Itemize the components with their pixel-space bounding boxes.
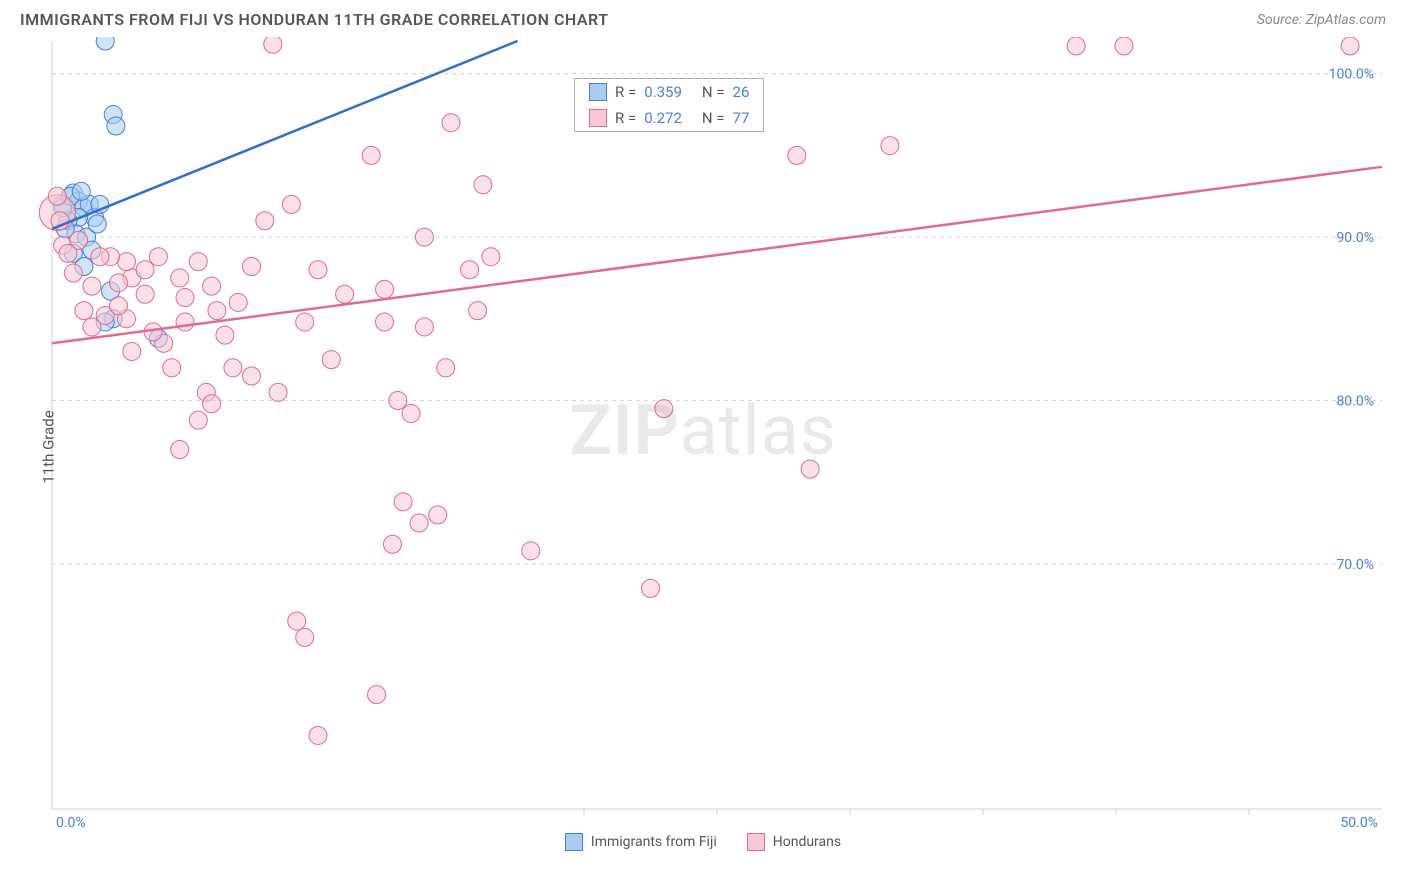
correlation-stats-box: R = 0.359N = 26R = 0.272N = 77	[574, 78, 764, 132]
chart-area: 11th Grade 70.0% 80.0% 90.0% 100.0% 0.0% 50.0…	[0, 37, 1406, 857]
svg-text:80.0%: 80.0%	[1336, 393, 1374, 409]
legend-item: Immigrants from Fiji	[565, 833, 717, 851]
chart-title: IMMIGRANTS FROM FIJI VS HONDURAN 11TH GR…	[20, 10, 609, 29]
source-label: Source: ZipAtlas.com	[1257, 12, 1386, 28]
stats-row: R = 0.359N = 26	[575, 79, 763, 105]
svg-text:100.0%: 100.0%	[1329, 67, 1374, 83]
y-axis-label: 11th Grade	[40, 410, 58, 483]
svg-text:90.0%: 90.0%	[1336, 230, 1374, 246]
svg-text:70.0%: 70.0%	[1336, 557, 1374, 573]
legend-item: Hondurans	[747, 833, 841, 851]
svg-text:50.0%: 50.0%	[1340, 815, 1378, 827]
chart-header: IMMIGRANTS FROM FIJI VS HONDURAN 11TH GR…	[0, 0, 1406, 37]
legend: Immigrants from Fiji Hondurans	[0, 827, 1406, 857]
svg-text:0.0%: 0.0%	[56, 815, 86, 827]
scatter-plot: 70.0% 80.0% 90.0% 100.0% 0.0% 50.0%	[0, 37, 1406, 827]
stats-row: R = 0.272N = 77	[575, 105, 763, 131]
